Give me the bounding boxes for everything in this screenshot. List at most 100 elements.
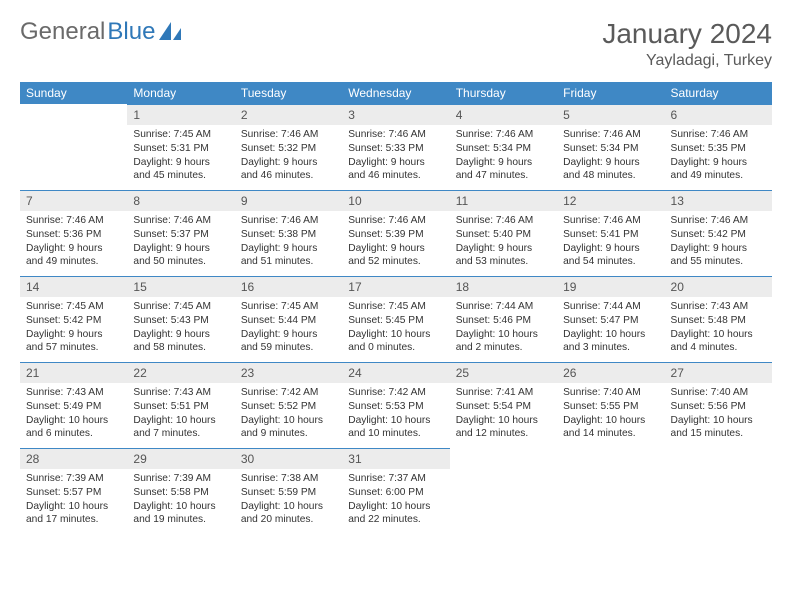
day-data: Sunrise: 7:37 AMSunset: 6:00 PMDaylight:…	[342, 469, 449, 530]
logo-text-blue: Blue	[107, 18, 155, 46]
day-data: Sunrise: 7:43 AMSunset: 5:48 PMDaylight:…	[665, 297, 772, 358]
calendar-cell: 20Sunrise: 7:43 AMSunset: 5:48 PMDayligh…	[665, 276, 772, 362]
day-number: 18	[450, 276, 557, 297]
day-data: Sunrise: 7:45 AMSunset: 5:42 PMDaylight:…	[20, 297, 127, 358]
day-number: 15	[127, 276, 234, 297]
calendar-cell: 18Sunrise: 7:44 AMSunset: 5:46 PMDayligh…	[450, 276, 557, 362]
calendar-body: 1Sunrise: 7:45 AMSunset: 5:31 PMDaylight…	[20, 104, 772, 534]
day-number: 8	[127, 190, 234, 211]
day-data: Sunrise: 7:40 AMSunset: 5:55 PMDaylight:…	[557, 383, 664, 444]
calendar-cell: 2Sunrise: 7:46 AMSunset: 5:32 PMDaylight…	[235, 104, 342, 190]
day-number: 29	[127, 448, 234, 469]
day-number: 26	[557, 362, 664, 383]
calendar-cell: 15Sunrise: 7:45 AMSunset: 5:43 PMDayligh…	[127, 276, 234, 362]
day-data: Sunrise: 7:46 AMSunset: 5:42 PMDaylight:…	[665, 211, 772, 272]
day-number: 25	[450, 362, 557, 383]
calendar-cell: 13Sunrise: 7:46 AMSunset: 5:42 PMDayligh…	[665, 190, 772, 276]
calendar-row: 28Sunrise: 7:39 AMSunset: 5:57 PMDayligh…	[20, 448, 772, 534]
logo-sail-icon	[159, 22, 185, 42]
day-header: Friday	[557, 82, 664, 104]
calendar-cell: 10Sunrise: 7:46 AMSunset: 5:39 PMDayligh…	[342, 190, 449, 276]
calendar-cell: 16Sunrise: 7:45 AMSunset: 5:44 PMDayligh…	[235, 276, 342, 362]
calendar-cell: 17Sunrise: 7:45 AMSunset: 5:45 PMDayligh…	[342, 276, 449, 362]
calendar-cell: 29Sunrise: 7:39 AMSunset: 5:58 PMDayligh…	[127, 448, 234, 534]
calendar-cell: 25Sunrise: 7:41 AMSunset: 5:54 PMDayligh…	[450, 362, 557, 448]
day-number: 2	[235, 104, 342, 125]
day-number: 9	[235, 190, 342, 211]
day-number: 28	[20, 448, 127, 469]
day-header-row: SundayMondayTuesdayWednesdayThursdayFrid…	[20, 82, 772, 104]
calendar-cell: 4Sunrise: 7:46 AMSunset: 5:34 PMDaylight…	[450, 104, 557, 190]
calendar-cell: 12Sunrise: 7:46 AMSunset: 5:41 PMDayligh…	[557, 190, 664, 276]
calendar-cell: 9Sunrise: 7:46 AMSunset: 5:38 PMDaylight…	[235, 190, 342, 276]
day-number: 22	[127, 362, 234, 383]
calendar-row: 1Sunrise: 7:45 AMSunset: 5:31 PMDaylight…	[20, 104, 772, 190]
day-data: Sunrise: 7:46 AMSunset: 5:36 PMDaylight:…	[20, 211, 127, 272]
day-data: Sunrise: 7:40 AMSunset: 5:56 PMDaylight:…	[665, 383, 772, 444]
day-header: Thursday	[450, 82, 557, 104]
calendar-cell: 27Sunrise: 7:40 AMSunset: 5:56 PMDayligh…	[665, 362, 772, 448]
day-data: Sunrise: 7:46 AMSunset: 5:34 PMDaylight:…	[557, 125, 664, 186]
day-data: Sunrise: 7:38 AMSunset: 5:59 PMDaylight:…	[235, 469, 342, 530]
title-block: January 2024 Yayladagi, Turkey	[602, 18, 772, 70]
page-title: January 2024	[602, 18, 772, 50]
day-data: Sunrise: 7:46 AMSunset: 5:35 PMDaylight:…	[665, 125, 772, 186]
calendar-cell: 19Sunrise: 7:44 AMSunset: 5:47 PMDayligh…	[557, 276, 664, 362]
calendar-cell: 31Sunrise: 7:37 AMSunset: 6:00 PMDayligh…	[342, 448, 449, 534]
day-number: 1	[127, 104, 234, 125]
calendar-cell: 14Sunrise: 7:45 AMSunset: 5:42 PMDayligh…	[20, 276, 127, 362]
calendar-row: 7Sunrise: 7:46 AMSunset: 5:36 PMDaylight…	[20, 190, 772, 276]
day-data: Sunrise: 7:46 AMSunset: 5:41 PMDaylight:…	[557, 211, 664, 272]
day-data: Sunrise: 7:45 AMSunset: 5:31 PMDaylight:…	[127, 125, 234, 186]
calendar-cell	[20, 104, 127, 190]
calendar-cell: 30Sunrise: 7:38 AMSunset: 5:59 PMDayligh…	[235, 448, 342, 534]
calendar-cell: 24Sunrise: 7:42 AMSunset: 5:53 PMDayligh…	[342, 362, 449, 448]
day-number: 12	[557, 190, 664, 211]
day-number: 27	[665, 362, 772, 383]
day-header: Sunday	[20, 82, 127, 104]
day-data: Sunrise: 7:41 AMSunset: 5:54 PMDaylight:…	[450, 383, 557, 444]
day-number: 4	[450, 104, 557, 125]
day-data: Sunrise: 7:46 AMSunset: 5:34 PMDaylight:…	[450, 125, 557, 186]
day-header: Monday	[127, 82, 234, 104]
day-number: 10	[342, 190, 449, 211]
location-label: Yayladagi, Turkey	[602, 52, 772, 70]
calendar-cell: 28Sunrise: 7:39 AMSunset: 5:57 PMDayligh…	[20, 448, 127, 534]
calendar-cell: 8Sunrise: 7:46 AMSunset: 5:37 PMDaylight…	[127, 190, 234, 276]
day-data: Sunrise: 7:46 AMSunset: 5:33 PMDaylight:…	[342, 125, 449, 186]
day-data: Sunrise: 7:44 AMSunset: 5:47 PMDaylight:…	[557, 297, 664, 358]
calendar-cell: 7Sunrise: 7:46 AMSunset: 5:36 PMDaylight…	[20, 190, 127, 276]
calendar-cell: 22Sunrise: 7:43 AMSunset: 5:51 PMDayligh…	[127, 362, 234, 448]
day-data: Sunrise: 7:39 AMSunset: 5:58 PMDaylight:…	[127, 469, 234, 530]
day-number: 30	[235, 448, 342, 469]
day-data: Sunrise: 7:46 AMSunset: 5:40 PMDaylight:…	[450, 211, 557, 272]
calendar-cell: 6Sunrise: 7:46 AMSunset: 5:35 PMDaylight…	[665, 104, 772, 190]
day-data: Sunrise: 7:46 AMSunset: 5:38 PMDaylight:…	[235, 211, 342, 272]
day-data: Sunrise: 7:45 AMSunset: 5:45 PMDaylight:…	[342, 297, 449, 358]
logo-text-general: General	[20, 18, 105, 46]
calendar-table: SundayMondayTuesdayWednesdayThursdayFrid…	[20, 82, 772, 534]
day-data: Sunrise: 7:39 AMSunset: 5:57 PMDaylight:…	[20, 469, 127, 530]
day-header: Saturday	[665, 82, 772, 104]
calendar-cell	[557, 448, 664, 534]
calendar-row: 21Sunrise: 7:43 AMSunset: 5:49 PMDayligh…	[20, 362, 772, 448]
calendar-cell: 23Sunrise: 7:42 AMSunset: 5:52 PMDayligh…	[235, 362, 342, 448]
calendar-cell: 26Sunrise: 7:40 AMSunset: 5:55 PMDayligh…	[557, 362, 664, 448]
calendar-cell: 11Sunrise: 7:46 AMSunset: 5:40 PMDayligh…	[450, 190, 557, 276]
day-number: 13	[665, 190, 772, 211]
day-number: 11	[450, 190, 557, 211]
calendar-cell	[665, 448, 772, 534]
day-data: Sunrise: 7:46 AMSunset: 5:32 PMDaylight:…	[235, 125, 342, 186]
day-data: Sunrise: 7:42 AMSunset: 5:52 PMDaylight:…	[235, 383, 342, 444]
day-number: 21	[20, 362, 127, 383]
day-number: 19	[557, 276, 664, 297]
day-number: 6	[665, 104, 772, 125]
logo: GeneralBlue	[20, 18, 185, 46]
calendar-cell	[450, 448, 557, 534]
calendar-row: 14Sunrise: 7:45 AMSunset: 5:42 PMDayligh…	[20, 276, 772, 362]
calendar-cell: 5Sunrise: 7:46 AMSunset: 5:34 PMDaylight…	[557, 104, 664, 190]
day-number: 17	[342, 276, 449, 297]
day-header: Wednesday	[342, 82, 449, 104]
day-data: Sunrise: 7:46 AMSunset: 5:39 PMDaylight:…	[342, 211, 449, 272]
day-number: 5	[557, 104, 664, 125]
